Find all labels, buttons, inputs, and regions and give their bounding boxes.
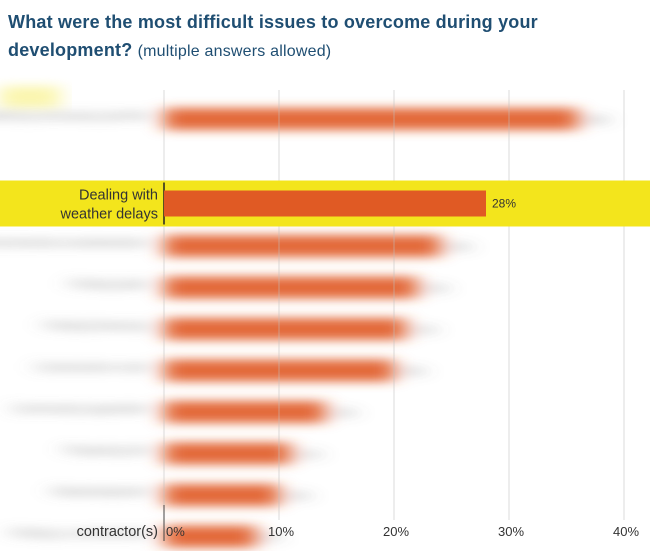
category-label-dealing-with-weather-delays-line1: Dealing with [79, 188, 158, 204]
chart-title-main: What were the most difficult issues to o… [8, 12, 538, 60]
category-label-redevelopment: Redevelopment [52, 483, 150, 499]
bar-preparing-site [164, 442, 291, 465]
blurred-row-finding-labor: Finding labor 22% [69, 276, 447, 299]
bar-redevelopment [164, 484, 279, 506]
gridlines [163, 90, 625, 520]
bar-dealing-with-weather-delays [164, 190, 486, 217]
blurred-row-construction-costs: Construction costs 20% [35, 359, 424, 382]
x-tick-label-10: 10% [268, 524, 294, 539]
category-label-community-opposition: Community opposition [11, 400, 150, 416]
glow-stripe [0, 86, 60, 108]
chart-title-note: (multiple answers allowed) [137, 43, 332, 60]
bar-finding-financing [164, 318, 406, 340]
blurred-row-finding-a-contractor-s: Finding a contractor(s) 8% [10, 525, 280, 548]
value-label-finding-labor: 22% [423, 282, 447, 296]
category-label-finding-financing: Finding financing [44, 317, 150, 333]
bar-finding-labor [164, 276, 417, 299]
value-label-environmental-considerations: 24% [446, 240, 470, 254]
blurred-row-redevelopment: Redevelopment 10% [52, 483, 309, 506]
value-label-redevelopment: 10% [285, 489, 309, 503]
category-label-preparing-site: Preparing site [64, 442, 151, 458]
bar-community-opposition [164, 401, 325, 423]
blurred-row-environmental-considerations: Environmental considerations 24% [0, 234, 470, 257]
blurred-row-community-opposition: Community opposition 14% [11, 400, 355, 423]
x-axis: 0% 10% 20% 30% 40% contractor(s) [77, 505, 639, 541]
value-label-preparing-site: 11% [297, 448, 320, 462]
x-tick-label-40: 40% [613, 524, 639, 539]
value-label-community-opposition: 14% [331, 406, 355, 420]
category-label-finding-labor: Finding labor [69, 276, 150, 292]
blurred-row-finding-financing: Finding financing 21% [44, 317, 436, 340]
value-label-dealing-with-weather-delays: 28% [492, 197, 516, 211]
bottom-category-label: contractor(s) [77, 524, 158, 540]
category-label-construction-costs: Construction costs [35, 359, 150, 375]
category-label-finding-a-contractor-s: Finding a contractor(s) [10, 525, 150, 541]
category-label-dealing-with-weather-delays-line2: weather delays [59, 207, 158, 223]
value-label-finding-financing: 21% [412, 323, 436, 337]
value-label-obtaining-necessary-permits: 36% [584, 113, 608, 127]
blurred-row-preparing-site: Preparing site 11% [64, 442, 320, 465]
category-label-environmental-considerations: Environmental considerations [0, 234, 150, 250]
value-label-construction-costs: 20% [400, 365, 424, 379]
bar-obtaining-necessary-permits [164, 108, 578, 130]
blurred-bars-layer: Obtaining necessary permits 36% Environmen… [0, 86, 608, 548]
x-tick-label-30: 30% [498, 524, 524, 539]
x-tick-label-0: 0% [166, 524, 185, 539]
chart-title: What were the most difficult issues to o… [8, 8, 638, 66]
bar-finding-a-contractor-s [164, 525, 256, 548]
bar-environmental-considerations [164, 235, 440, 257]
highlight-layer: 28% Dealing with weather delays [0, 180, 650, 227]
category-label-obtaining-necessary-permits: Obtaining necessary permits [0, 107, 150, 123]
blurred-row-obtaining-necessary-permits: Obtaining necessary permits 36% [0, 107, 608, 130]
value-label-finding-a-contractor-s: 8% [262, 531, 280, 545]
x-tick-label-20: 20% [383, 524, 409, 539]
